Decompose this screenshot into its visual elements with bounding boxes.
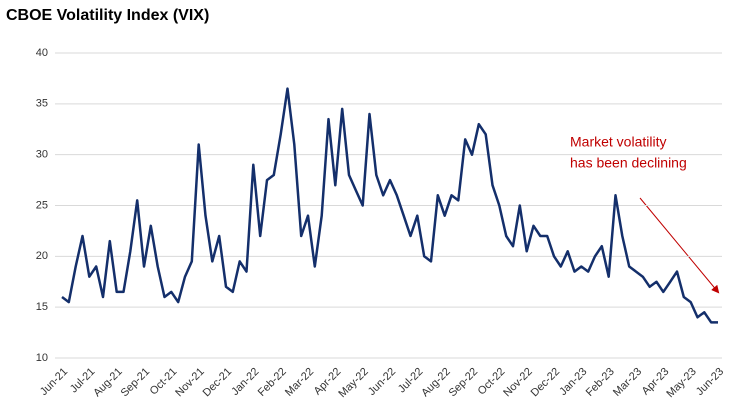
annotation-arrow — [639, 197, 720, 294]
x-tick-label: May-23 — [664, 366, 698, 400]
x-tick-label: Nov-22 — [501, 366, 535, 400]
x-tick-label: Jun-22 — [366, 366, 398, 398]
y-tick-label: 25 — [36, 199, 48, 211]
chart-title: CBOE Volatility Index (VIX) — [6, 7, 209, 24]
x-tick-label: Mar-22 — [283, 366, 316, 399]
x-tick-label: Dec-22 — [529, 366, 563, 400]
y-tick-label: 40 — [36, 47, 48, 59]
line-series — [61, 87, 718, 324]
y-tick-label: 15 — [36, 301, 48, 313]
x-tick-label: Jan-23 — [557, 366, 589, 398]
x-tick-label: Jun-21 — [38, 366, 70, 398]
x-tick-label: Dec-21 — [201, 366, 235, 400]
x-tick-label: Feb-22 — [256, 366, 289, 399]
y-tick-label: 20 — [36, 250, 48, 262]
x-tick-label: Aug-21 — [91, 366, 125, 400]
x-tick-label: May-22 — [336, 366, 370, 400]
annotation: has been declining — [570, 155, 687, 171]
y-tick-label: 10 — [36, 352, 48, 364]
x-tick-label: Aug-22 — [419, 366, 453, 400]
x-tick-label: Sep-22 — [447, 366, 481, 400]
x-tick-label: Nov-21 — [173, 366, 207, 400]
x-tick-label: Jan-22 — [229, 366, 261, 398]
x-tick-label: Sep-21 — [119, 366, 153, 400]
annotation: Market volatility — [570, 134, 666, 150]
x-tick-label: Mar-23 — [611, 366, 644, 399]
x-tick-label: Feb-23 — [584, 366, 617, 399]
y-tick-label: 35 — [36, 98, 48, 110]
y-tick-label: 30 — [36, 149, 48, 161]
x-tick-label: Jun-23 — [694, 366, 726, 398]
